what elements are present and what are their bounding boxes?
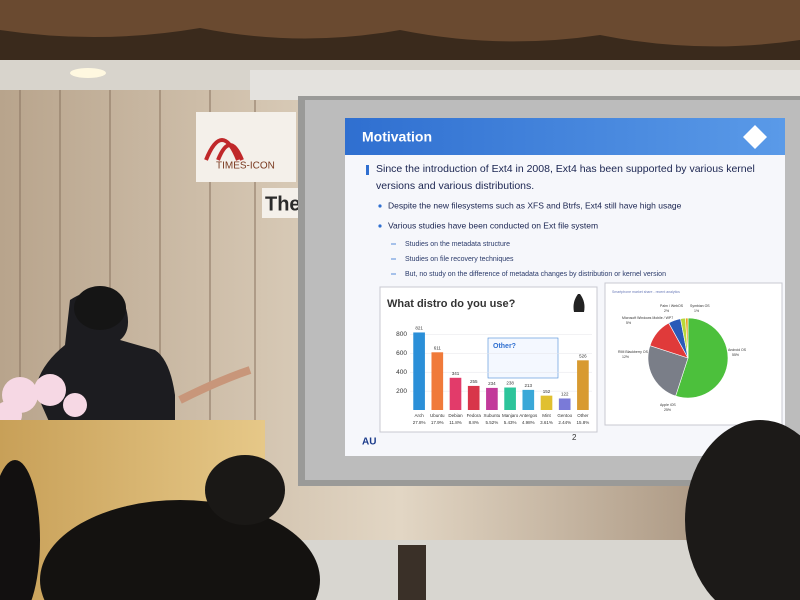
pie-label: Apple iOS: [660, 403, 676, 407]
y-tick-label: 600: [396, 350, 407, 357]
callout: [487, 337, 559, 379]
y-tick-label: 800: [396, 331, 407, 338]
slide: Motivation Since the introduction of Ext…: [345, 118, 785, 456]
pie-value-label: 5%: [626, 321, 631, 325]
share-label: 5.52%: [486, 420, 499, 425]
share-label: 17.9%: [431, 420, 444, 425]
bar: [540, 395, 553, 410]
value-label: 821: [415, 326, 423, 331]
pie-value-label: 55%: [732, 353, 739, 357]
bullet: Since the introduction of Ext4 in 2008, …: [376, 163, 755, 192]
share-label: 5.43%: [504, 420, 517, 425]
value-label: 213: [525, 383, 533, 388]
banner: [262, 188, 302, 218]
bar-chart-title: What distro do you use?: [387, 298, 516, 310]
bar: [558, 398, 571, 410]
bar: [431, 352, 444, 410]
bar: [577, 360, 589, 410]
pie-chart-title: Smartphone market share - recent analyti…: [612, 290, 680, 294]
bar: [486, 387, 498, 410]
pie-label: Android OS: [728, 348, 747, 352]
pie-slice: [685, 317, 689, 359]
sign-logo: [204, 138, 244, 161]
value-label: 341: [452, 371, 460, 376]
dash-item: Studies on the metadata structure: [405, 241, 510, 248]
share-label: 3.61%: [540, 420, 553, 425]
audience-head: [40, 500, 320, 600]
bar: [413, 332, 425, 410]
flowers: [0, 374, 87, 429]
sub-bullet: Various studies have been conducted on E…: [388, 220, 598, 230]
pie-label: Palm / WebOS: [660, 304, 684, 308]
ceiling-decor: [0, 0, 800, 47]
bar: [467, 385, 480, 410]
sub-bullet-mark: [378, 224, 382, 228]
value-label: 526: [579, 354, 587, 359]
value-label: 152: [543, 389, 551, 394]
bottle: [398, 545, 426, 600]
pie-value-label: 1%: [694, 309, 699, 313]
dash-item: But, no study on the difference of metad…: [405, 271, 666, 278]
audience-head: [685, 420, 800, 600]
share-label: 4.98%: [522, 420, 535, 425]
slide-title: Motivation: [362, 129, 432, 145]
category-label: Xubuntu: [484, 413, 501, 418]
bullet-box: Since the introduction of Ext4 in 2008, …: [376, 163, 755, 192]
y-tick-label: 400: [396, 369, 407, 376]
category-label: Other: [577, 413, 589, 418]
sub-bullet-mark: [378, 204, 382, 208]
share-label: 2.44%: [558, 420, 571, 425]
bar: [504, 387, 516, 410]
share-label: 8.8%: [469, 420, 479, 425]
value-label: 255: [470, 379, 478, 384]
category-label: Ubuntu: [430, 413, 445, 418]
sign-text: TIMES-ICON: [216, 161, 275, 172]
pie-slice: [675, 317, 729, 399]
bullet-mark: [366, 165, 369, 175]
pie-value-label: 2%: [664, 309, 669, 313]
value-label: 122: [561, 392, 569, 397]
banner-text: The: [265, 193, 301, 215]
light: [70, 68, 106, 78]
share-label: 15.8%: [577, 420, 590, 425]
pie-value-label: 12%: [622, 355, 629, 359]
pie-label: Microsoft Windows Mobile / WP7: [622, 316, 673, 320]
bar: [449, 377, 462, 410]
speaker-head: [74, 286, 126, 330]
sub-bullet: Despite the new filesystems such as XFS …: [388, 200, 682, 210]
audience-head: [205, 455, 285, 525]
page-number: 2: [572, 433, 577, 442]
logo-left: AU: [362, 437, 376, 448]
value-label: 238: [506, 381, 514, 386]
pie-label: Symbian OS: [690, 304, 710, 308]
title-bar: [345, 118, 785, 155]
share-label: 11.8%: [449, 420, 461, 425]
category-label: Mint: [542, 413, 551, 418]
speaker-arm: [178, 366, 252, 404]
tux: [573, 294, 585, 312]
audience-head: [0, 460, 40, 600]
share-label: 27.8%: [413, 420, 426, 425]
category-label: Manjaro: [502, 413, 519, 418]
pie-value-label: 25%: [664, 408, 671, 412]
y-tick-label: 200: [396, 388, 407, 395]
callout-text: Other?: [493, 343, 516, 350]
bar: [522, 389, 535, 410]
category-label: Gentoo: [557, 413, 572, 418]
category-label: Fedora: [467, 413, 482, 418]
value-label: 234: [488, 381, 496, 386]
category-label: Antergos: [519, 413, 538, 418]
pie-slice: [647, 345, 689, 397]
pie-label: RIM Blackberry OS: [618, 350, 649, 354]
category-label: Debian: [448, 413, 463, 418]
screen-housing: [250, 70, 800, 100]
value-label: 611: [434, 345, 442, 350]
dash-item: Studies on file recovery techniques: [405, 256, 514, 263]
category-label: Arch: [414, 413, 424, 418]
slide-logo: [743, 125, 767, 149]
